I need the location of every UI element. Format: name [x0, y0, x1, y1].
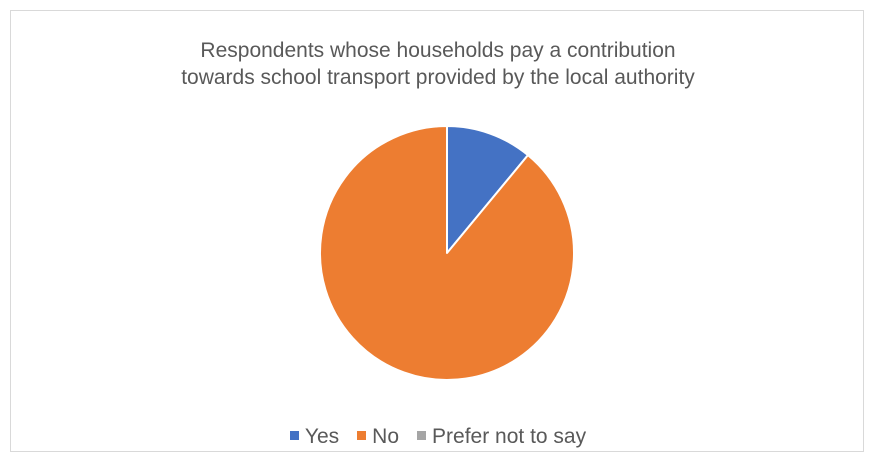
chart-title: Respondents whose households pay a contr… — [11, 37, 865, 91]
legend-item-no: No — [357, 425, 399, 449]
chart-title-line-2: towards school transport provided by the… — [181, 66, 695, 89]
pie-chart — [319, 125, 575, 381]
pie-slice-yes — [446, 125, 529, 254]
legend-label-prefer-not-to-say: Prefer not to say — [432, 425, 587, 448]
legend-label-no: No — [372, 425, 400, 448]
legend-label-yes: Yes — [304, 425, 340, 448]
legend-swatch-prefer-not-to-say — [417, 430, 427, 440]
chart-frame: Respondents whose households pay a contr… — [10, 10, 864, 452]
chart-legend: Yes No Prefer not to say — [11, 425, 865, 449]
pie-slice-no — [319, 125, 575, 381]
legend-item-prefer-not-to-say: Prefer not to say — [417, 425, 586, 449]
chart-title-line-1: Respondents whose households pay a contr… — [200, 39, 676, 62]
legend-swatch-yes — [289, 430, 299, 440]
legend-swatch-no — [357, 430, 367, 440]
legend-item-yes: Yes — [289, 425, 340, 449]
